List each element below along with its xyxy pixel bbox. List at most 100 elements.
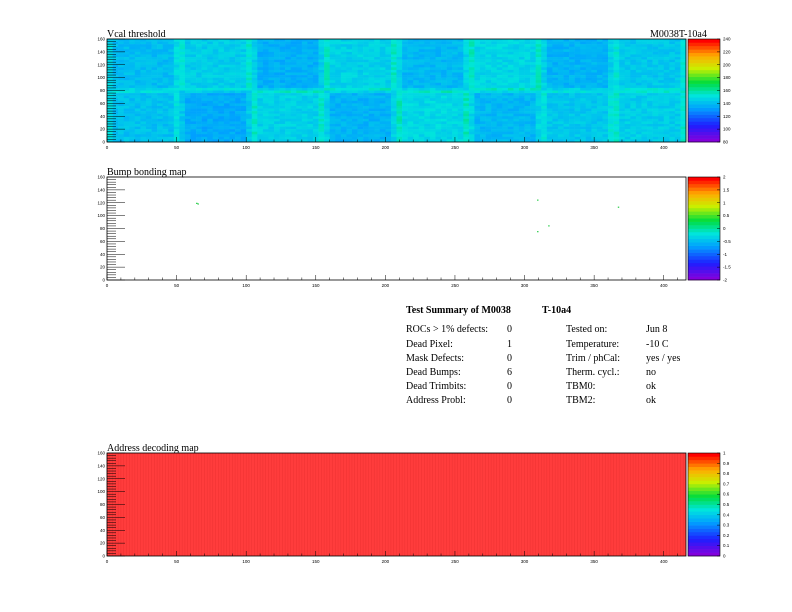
threshold-cell-22-22 (229, 95, 236, 99)
threshold-cell-9-11 (168, 62, 175, 66)
threshold-cell-34-72 (507, 126, 514, 130)
threshold-cell-37-97 (647, 134, 653, 138)
palette-band-1-2 (688, 269, 720, 274)
y-tick-label-1-7: 140 (97, 187, 105, 192)
threshold-cell-8-91 (613, 59, 620, 63)
threshold-cell-3-87 (591, 46, 598, 50)
threshold-cell-37-51 (390, 134, 397, 138)
threshold-cell-16-48 (374, 80, 381, 84)
threshold-cell-34-71 (502, 126, 509, 130)
threshold-cell-35-44 (351, 129, 358, 132)
threshold-cell-28-95 (635, 111, 642, 114)
threshold-cell-2-1 (112, 44, 119, 48)
threshold-cell-30-34 (296, 116, 303, 120)
summary-label-dead-bumps: Dead Bumps: (406, 367, 461, 378)
summary-value-rocs: 0 (507, 324, 512, 335)
threshold-cell-28-99 (658, 111, 665, 114)
threshold-cell-26-58 (429, 105, 436, 109)
threshold-cell-16-72 (507, 80, 514, 84)
threshold-cell-14-86 (585, 75, 592, 78)
threshold-cell-33-36 (307, 123, 314, 127)
summary-value-tbm0: ok (646, 381, 656, 392)
y-tick-label-2-1: 20 (100, 541, 106, 546)
threshold-cell-12-76 (530, 69, 536, 73)
threshold-cell-11-19 (212, 67, 219, 71)
threshold-cell-29-33 (290, 113, 297, 117)
threshold-cell-32-29 (268, 121, 275, 125)
threshold-cell-15-42 (340, 77, 347, 81)
threshold-cell-16-70 (496, 80, 503, 84)
threshold-cell-26-85 (580, 105, 587, 109)
threshold-cell-13-1 (112, 72, 119, 76)
threshold-cell-28-54 (407, 111, 414, 114)
threshold-cell-30-58 (429, 116, 436, 120)
threshold-cell-10-83 (569, 64, 575, 68)
threshold-cell-34-53 (402, 126, 408, 130)
threshold-cell-4-34 (296, 49, 303, 53)
threshold-cell-2-81 (557, 44, 564, 48)
threshold-cell-15-76 (530, 77, 536, 81)
threshold-cell-36-62 (452, 131, 459, 135)
threshold-cell-8-58 (429, 59, 436, 63)
threshold-cell-26-20 (218, 105, 225, 109)
threshold-cell-38-91 (613, 136, 620, 140)
threshold-cell-33-74 (518, 123, 525, 127)
threshold-cell-0-96 (641, 39, 648, 42)
dead-bump-point-3 (548, 225, 550, 227)
threshold-cell-25-35 (301, 103, 308, 107)
threshold-cell-6-7 (145, 54, 152, 58)
threshold-cell-26-26 (251, 105, 258, 109)
threshold-cell-26-100 (663, 105, 670, 109)
threshold-cell-12-85 (580, 69, 587, 73)
threshold-cell-22-10 (162, 95, 169, 99)
threshold-cell-7-80 (552, 57, 559, 60)
threshold-cell-30-28 (262, 116, 269, 120)
threshold-cell-8-56 (418, 59, 425, 63)
threshold-cell-4-58 (429, 49, 436, 53)
threshold-cell-39-66 (474, 139, 481, 143)
threshold-cell-11-39 (324, 67, 330, 71)
threshold-cell-11-86 (585, 67, 592, 71)
threshold-cell-11-96 (641, 67, 648, 71)
threshold-cell-32-48 (374, 121, 381, 125)
threshold-cell-8-77 (535, 59, 542, 63)
threshold-cell-6-19 (212, 54, 219, 58)
threshold-cell-4-4 (129, 49, 136, 53)
threshold-cell-19-85 (580, 87, 587, 91)
threshold-cell-39-93 (624, 139, 631, 143)
threshold-cell-27-92 (619, 108, 626, 112)
palette-band-2-12 (688, 511, 720, 516)
threshold-cell-23-45 (357, 98, 364, 102)
threshold-cell-16-7 (145, 80, 152, 84)
threshold-cell-35-78 (541, 129, 548, 132)
threshold-cell-24-69 (491, 100, 498, 104)
threshold-cell-19-68 (485, 87, 492, 91)
threshold-cell-20-77 (535, 90, 542, 94)
threshold-cell-35-66 (474, 129, 481, 132)
threshold-cell-32-66 (474, 121, 481, 125)
threshold-cell-15-38 (318, 77, 325, 81)
threshold-cell-36-89 (602, 131, 609, 135)
threshold-cell-36-96 (641, 131, 648, 135)
threshold-cell-6-15 (190, 54, 197, 58)
threshold-cell-18-54 (407, 85, 414, 89)
threshold-cell-29-48 (374, 113, 381, 117)
threshold-cell-34-89 (602, 126, 609, 130)
threshold-cell-34-40 (329, 126, 336, 130)
threshold-cell-8-55 (413, 59, 420, 63)
threshold-cell-14-43 (346, 75, 353, 78)
threshold-cell-22-43 (346, 95, 353, 99)
threshold-cell-0-75 (524, 39, 531, 42)
threshold-cell-8-80 (552, 59, 559, 63)
threshold-cell-27-87 (591, 108, 598, 112)
threshold-cell-1-41 (335, 41, 342, 45)
threshold-cell-5-26 (251, 51, 258, 55)
threshold-cell-39-81 (557, 139, 564, 143)
threshold-cell-29-39 (324, 113, 330, 117)
threshold-cell-8-82 (563, 59, 570, 63)
threshold-cell-5-33 (290, 51, 297, 55)
threshold-cell-3-28 (262, 46, 269, 50)
threshold-cell-35-27 (257, 129, 264, 132)
threshold-cell-7-19 (212, 57, 219, 60)
threshold-cell-21-29 (268, 93, 275, 96)
